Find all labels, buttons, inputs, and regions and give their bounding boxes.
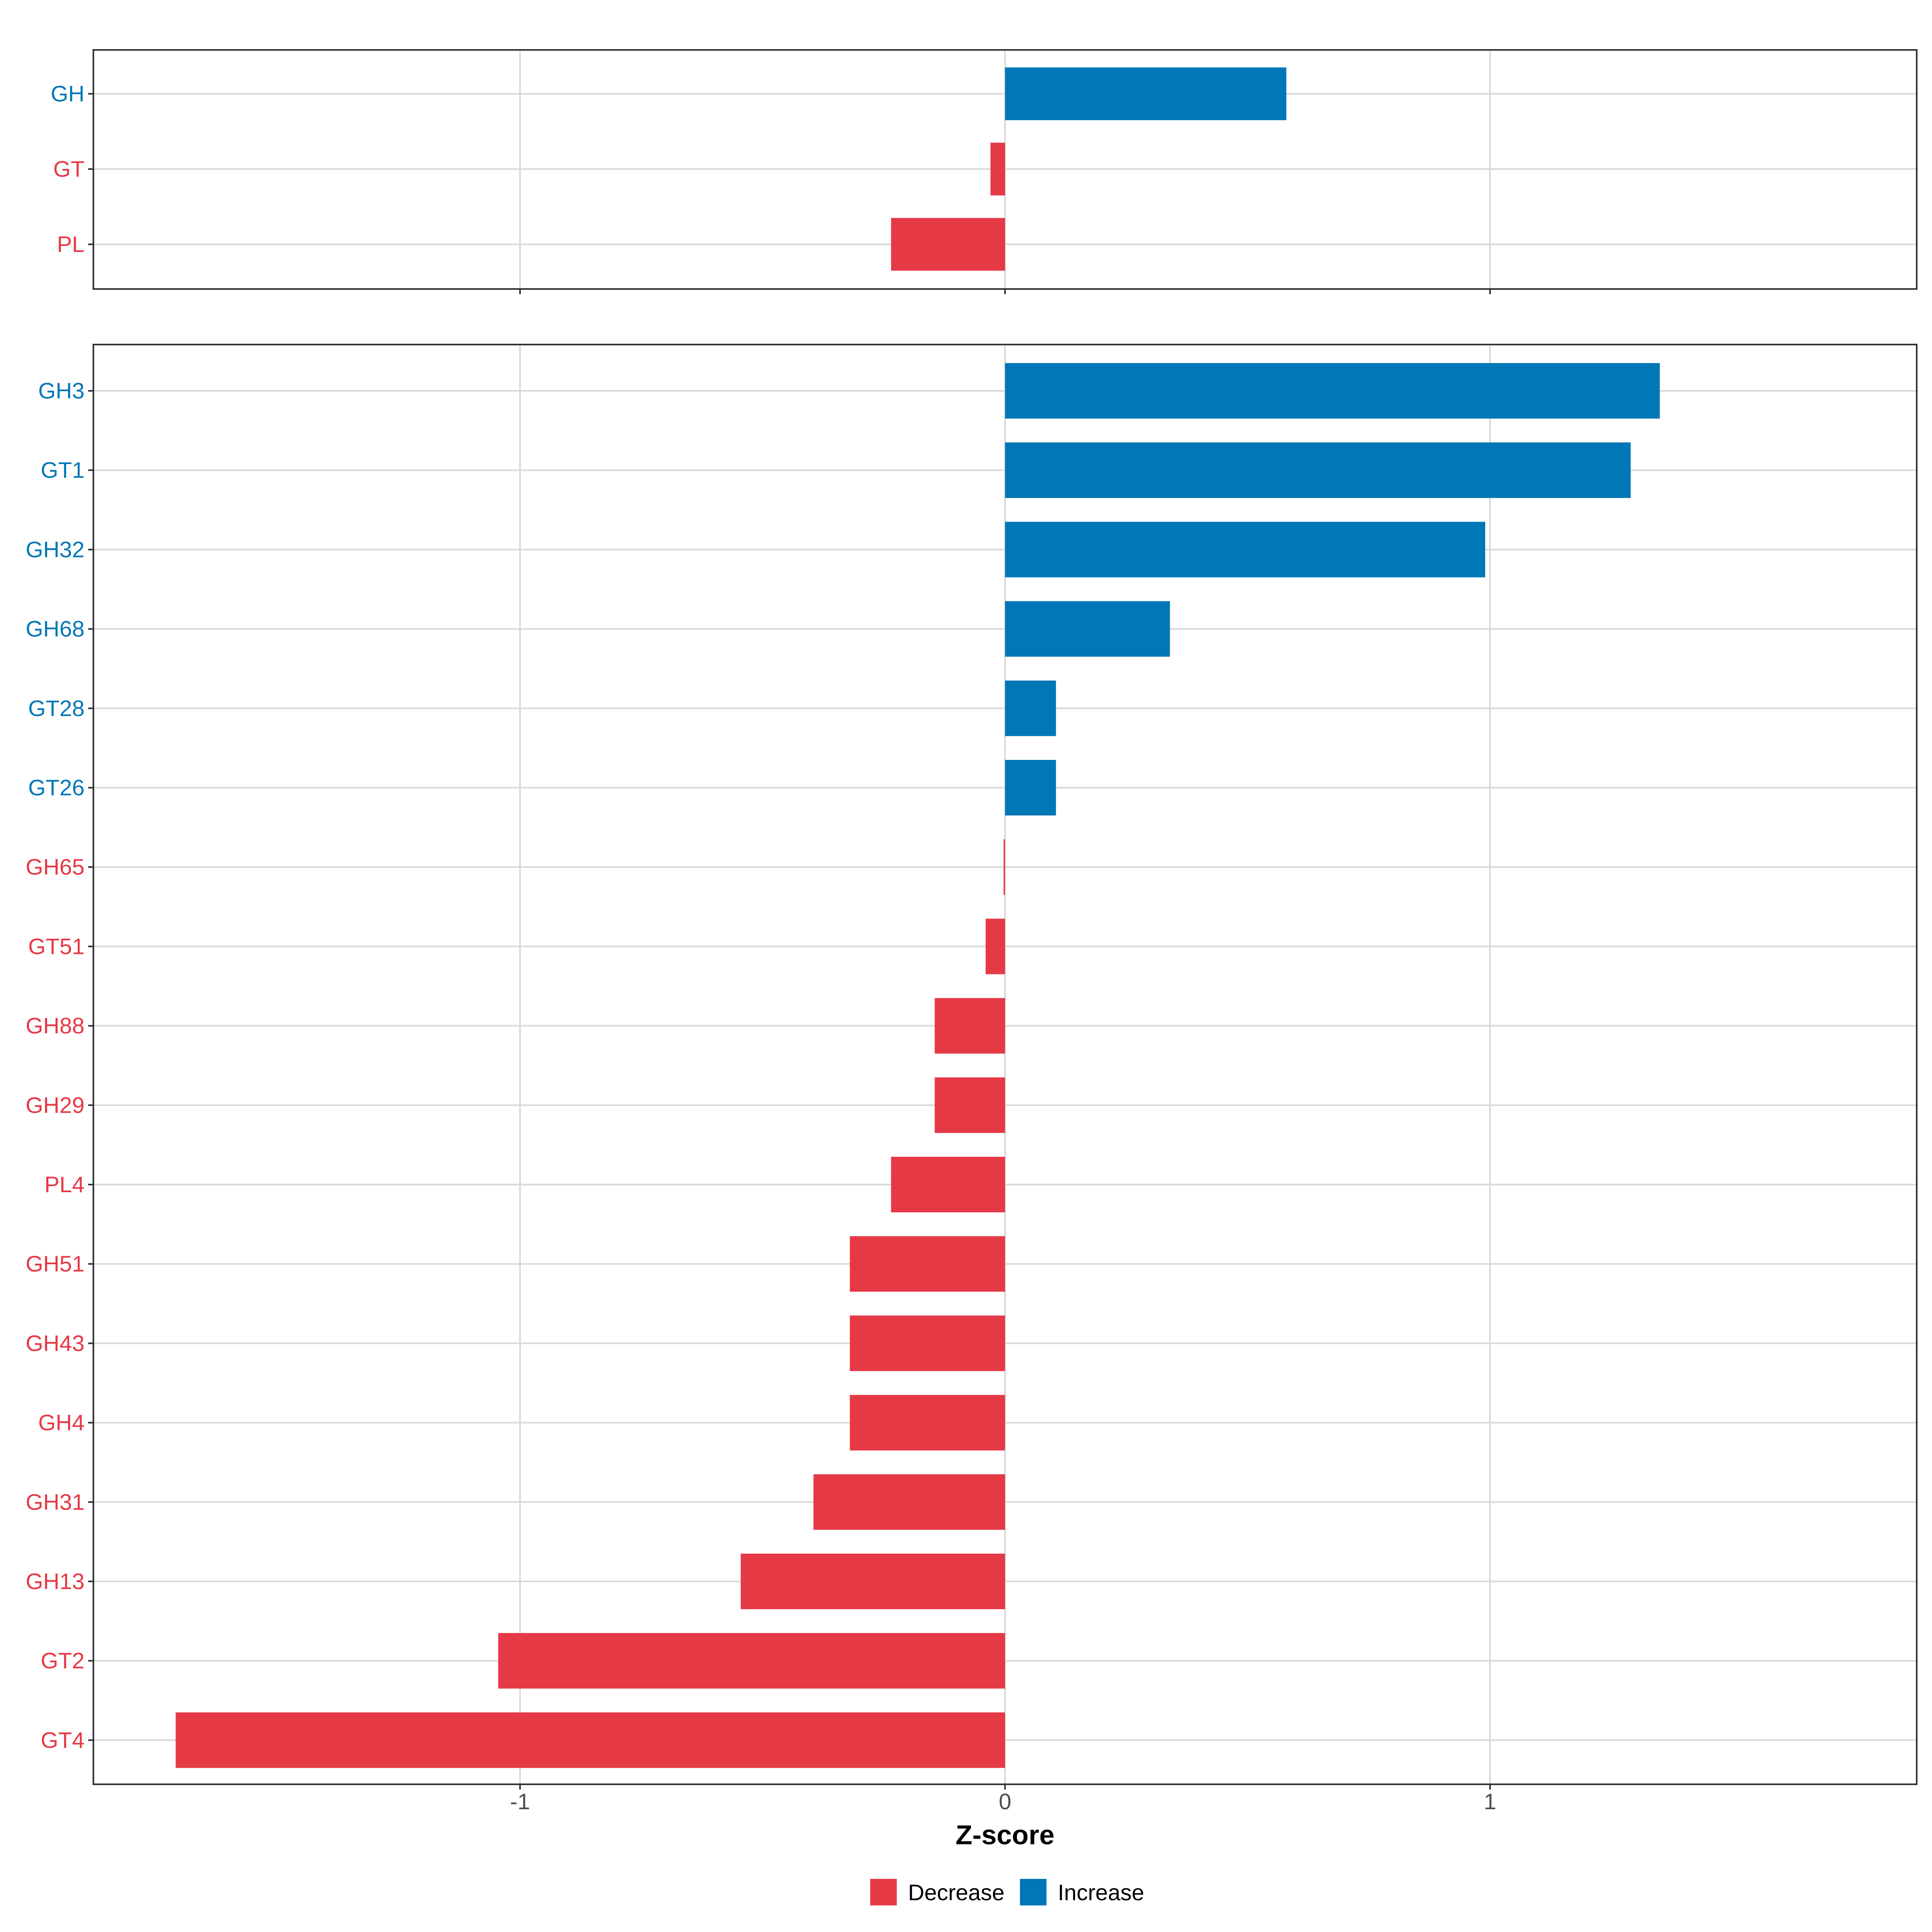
- bar-gh29: [935, 1077, 1005, 1133]
- bar-gh65: [1003, 839, 1005, 895]
- category-label-gh13: GH13: [26, 1569, 85, 1594]
- bar-gh31: [813, 1474, 1005, 1530]
- category-label-gt: GT: [53, 156, 85, 182]
- legend-label-increase: Increase: [1058, 1880, 1144, 1905]
- bar-gt4: [175, 1712, 1005, 1768]
- category-label-gh65: GH65: [26, 854, 85, 879]
- category-label-gh32: GH32: [26, 537, 85, 562]
- category-label-gh3: GH3: [38, 378, 85, 403]
- bar-gh3: [1005, 363, 1660, 419]
- category-label-pl: PL: [57, 231, 85, 257]
- bar-gh68: [1005, 601, 1170, 657]
- x-tick-label: -1: [510, 1789, 530, 1814]
- bar-gh4: [850, 1395, 1005, 1451]
- bar-pl4: [891, 1157, 1005, 1212]
- category-label-gt2: GT2: [41, 1648, 85, 1673]
- legend-swatch-increase: [1020, 1879, 1046, 1905]
- bar-gt2: [498, 1633, 1005, 1689]
- legend-swatch-decrease: [870, 1879, 897, 1905]
- category-label-gt28: GT28: [28, 696, 85, 721]
- bar-gt26: [1005, 760, 1056, 815]
- category-label-gt4: GT4: [41, 1727, 85, 1752]
- top-panel: GH GT PL: [51, 49, 1918, 294]
- bar-gt1: [1005, 442, 1631, 498]
- bar-gt: [990, 142, 1005, 196]
- bar-gt28: [1005, 680, 1056, 736]
- bar-pl: [891, 218, 1005, 271]
- x-tick-label: 1: [1484, 1789, 1496, 1814]
- category-label-gh4: GH4: [38, 1410, 85, 1435]
- legend: Decrease Increase: [870, 1879, 1144, 1905]
- bar-gh88: [935, 998, 1005, 1054]
- category-label-gh51: GH51: [26, 1251, 85, 1276]
- category-label-gh43: GH43: [26, 1330, 85, 1356]
- x-axis-title: Z-score: [956, 1820, 1055, 1850]
- bottom-panel: GH3 GT1 GH32 GH68 GT28 GT26 GH65 GT51 GH88 GH29 PL…: [26, 344, 1918, 1790]
- category-label-gh68: GH68: [26, 616, 85, 642]
- category-label-gh31: GH31: [26, 1489, 85, 1515]
- bar-gh32: [1005, 522, 1485, 578]
- bar-gt51: [985, 919, 1005, 974]
- bar-gh13: [741, 1554, 1005, 1609]
- x-axis: -1 0 1: [510, 1789, 1496, 1814]
- bar-gh: [1005, 67, 1286, 120]
- category-label-gh: GH: [51, 81, 85, 106]
- category-label-gt1: GT1: [41, 457, 85, 483]
- category-label-gt26: GT26: [28, 775, 85, 800]
- category-label-gh29: GH29: [26, 1092, 85, 1118]
- bar-gh43: [850, 1315, 1005, 1371]
- category-label-gh88: GH88: [26, 1013, 85, 1038]
- legend-label-decrease: Decrease: [908, 1880, 1005, 1905]
- bar-gh51: [850, 1236, 1005, 1292]
- category-label-gt51: GT51: [28, 933, 85, 959]
- x-tick-label: 0: [999, 1789, 1011, 1814]
- category-label-pl4: PL4: [44, 1172, 85, 1197]
